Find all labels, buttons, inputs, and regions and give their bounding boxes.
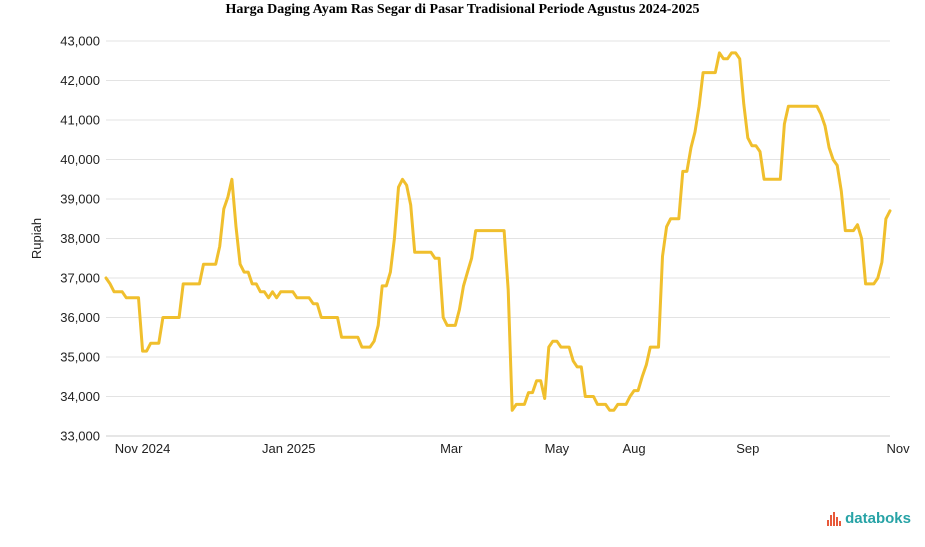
y-tick-label: 34,000 — [60, 389, 100, 404]
x-tick-label: Nov 2024 — [115, 441, 171, 456]
x-tick-label: Sep — [736, 441, 759, 456]
y-tick-label: 43,000 — [60, 34, 100, 49]
x-tick-label: Mar — [440, 441, 463, 456]
x-tick-label: Jan 2025 — [262, 441, 316, 456]
y-axis-ticks: 33,000 34,000 35,000 36,000 37,000 38,000 39,0… — [60, 34, 100, 444]
y-tick-label: 38,000 — [60, 231, 100, 246]
y-tick-label: 35,000 — [60, 350, 100, 365]
y-tick-label: 37,000 — [60, 271, 100, 286]
series-line — [104, 51, 892, 412]
databoks-logo-icon — [827, 511, 842, 526]
x-tick-label: May — [545, 441, 570, 456]
y-axis-label: Rupiah — [29, 218, 44, 259]
y-tick-label: 41,000 — [60, 113, 100, 128]
y-tick-label: 40,000 — [60, 152, 100, 167]
y-tick-label: 36,000 — [60, 310, 100, 325]
databoks-logo[interactable]: databoks — [827, 510, 911, 527]
y-tick-label: 42,000 — [60, 73, 100, 88]
x-tick-label: Aug — [623, 441, 646, 456]
y-tick-label: 39,000 — [60, 192, 100, 207]
y-tick-label: 33,000 — [60, 429, 100, 444]
x-tick-label: Nov — [887, 441, 911, 456]
x-axis-ticks: Nov 2024 Jan 2025 Mar May Aug Sep Nov — [115, 441, 910, 456]
gridlines — [106, 40, 890, 437]
chart-title: Harga Daging Ayam Ras Segar di Pasar Tra… — [225, 2, 700, 17]
brand-name: databoks — [845, 510, 911, 527]
